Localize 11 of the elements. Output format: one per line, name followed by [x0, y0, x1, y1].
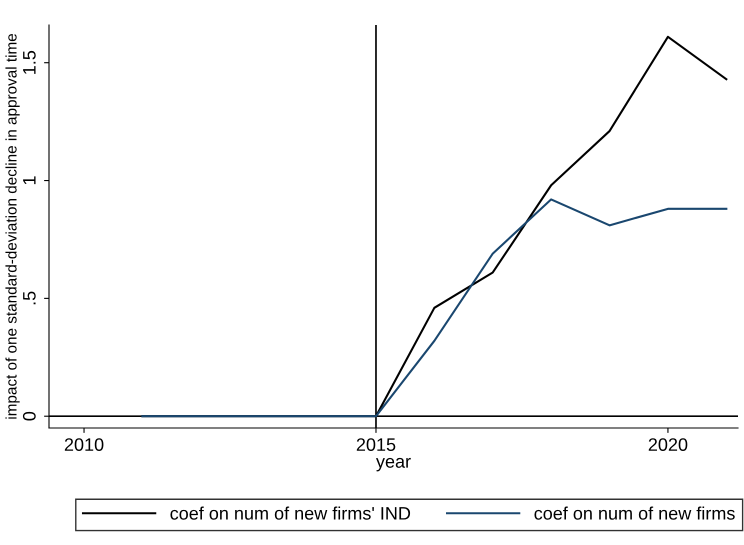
x-tick-label: 2010 [64, 438, 104, 451]
y-tick-label: 0 [22, 412, 36, 421]
x-tick-label: 2015 [356, 438, 396, 451]
y-tick-label: 1.5 [23, 50, 36, 74]
x-axis-title: year [376, 458, 411, 472]
legend-label: coef on num of new firms' IND [170, 506, 410, 520]
x-tick-label: 2020 [648, 438, 688, 451]
y-axis-title: impact of one standard-deviation decline in approval time [5, 34, 20, 419]
y-tick-label: 1 [23, 176, 36, 184]
y-tick-label: .5 [23, 292, 36, 304]
legend-label: coef on num of new firms [534, 506, 735, 520]
